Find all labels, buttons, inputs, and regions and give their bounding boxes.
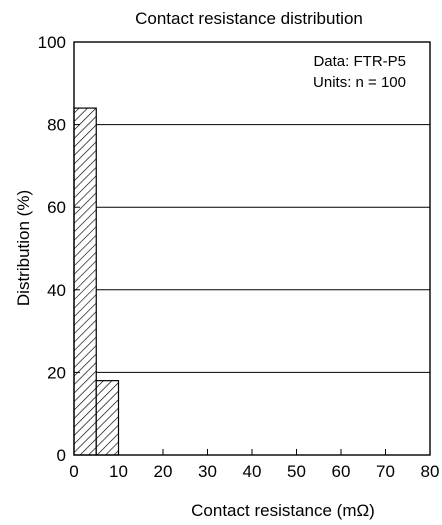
x-tick-label-0: 0 xyxy=(69,462,78,481)
x-tick-label-40: 40 xyxy=(243,462,262,481)
y-tick-label-0: 0 xyxy=(57,446,66,465)
x-axis-label: Contact resistance (mΩ) xyxy=(191,501,375,520)
x-tick-label-10: 10 xyxy=(109,462,128,481)
y-tick-label-60: 60 xyxy=(47,198,66,217)
annotation-units: Units: n = 100 xyxy=(313,74,406,91)
x-tick-label-80: 80 xyxy=(421,462,440,481)
bars xyxy=(73,107,120,456)
x-tick-label-60: 60 xyxy=(332,462,351,481)
bar-1 xyxy=(95,380,120,456)
x-tick-label-70: 70 xyxy=(376,462,395,481)
plot-frame xyxy=(73,41,431,456)
y-tick-label-100: 100 xyxy=(38,33,66,52)
x-axis: 0 10 20 30 40 50 60 70 80 xyxy=(69,449,439,481)
annotation-data: Data: FTR-P5 xyxy=(313,53,406,70)
chart-title: Contact resistance distribution xyxy=(135,9,363,28)
gridlines xyxy=(74,124,430,373)
bar-0 xyxy=(73,107,97,456)
y-tick-label-80: 80 xyxy=(47,116,66,135)
x-tick-label-20: 20 xyxy=(154,462,173,481)
x-tick-label-50: 50 xyxy=(287,462,306,481)
y-axis-label: Distribution (%) xyxy=(14,190,33,306)
y-axis: 0 20 40 60 80 100 xyxy=(38,33,80,465)
y-tick-label-20: 20 xyxy=(47,363,66,382)
y-tick-label-40: 40 xyxy=(47,281,66,300)
x-tick-label-30: 30 xyxy=(198,462,217,481)
